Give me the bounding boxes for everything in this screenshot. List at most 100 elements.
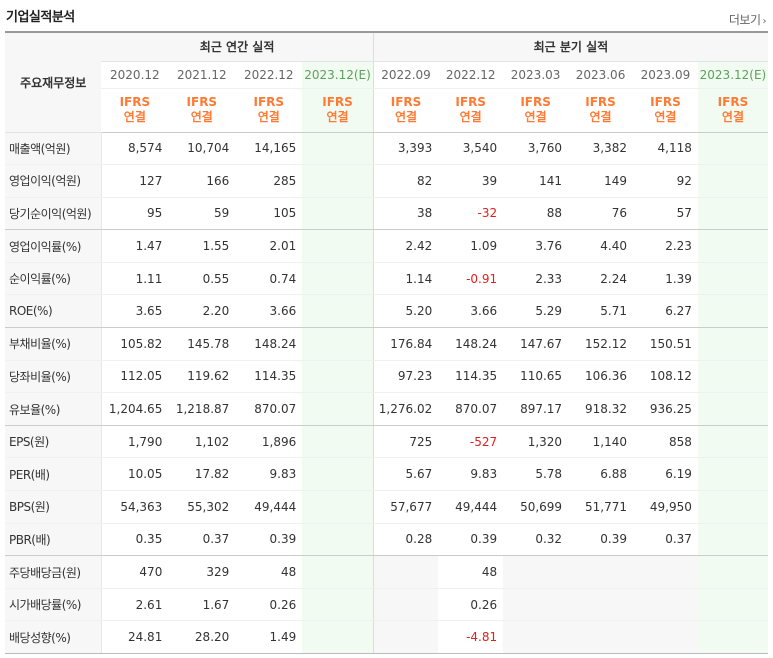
table-cell: 10,704 (168, 132, 236, 166)
ifrs-link[interactable]: IFRS 연결 (568, 88, 633, 133)
table-cell: 4.40 (568, 229, 633, 263)
table-cell: 82 (372, 164, 439, 198)
table-cell (503, 620, 569, 654)
row-label: 영업이익률(%) (5, 229, 102, 263)
chevron-right-icon: › (762, 16, 767, 27)
table-cell (697, 327, 768, 361)
table-cell: 329 (168, 555, 236, 589)
table-cell: 148.24 (235, 327, 303, 361)
table-cell: 0.74 (235, 262, 303, 296)
table-cell: 0.39 (438, 523, 504, 557)
table-row: ROE(%) 3.65 2.20 3.66 5.20 3.66 5.29 5.71 6.27 (5, 294, 768, 329)
table-cell: 150.51 (632, 327, 698, 361)
period-header: 2020.12 (101, 61, 169, 89)
table-cell: 57 (632, 197, 698, 231)
table-cell: 1,140 (568, 425, 633, 459)
table-cell (302, 588, 374, 622)
table-cell (302, 262, 374, 296)
table-cell: 1,276.02 (372, 392, 439, 426)
row-header-label: 주요재무정보 (5, 31, 102, 133)
consolidated-label: 연결 (589, 110, 612, 124)
row-label: 배당성향(%) (5, 620, 102, 654)
ifrs-link[interactable]: IFRS 연결 (438, 88, 504, 133)
table-cell (302, 132, 374, 166)
table-cell: 1,320 (503, 425, 569, 459)
period-header: 2022.12 (438, 61, 504, 89)
table-cell: 3,540 (438, 132, 504, 166)
table-cell: 92 (632, 164, 698, 198)
table-cell: 1.67 (168, 588, 236, 622)
annual-group-header: 최근 연간 실적 (101, 31, 374, 62)
ifrs-link[interactable]: IFRS 연결 (697, 88, 768, 133)
table-cell: 1.11 (101, 262, 169, 296)
table-cell: 50,699 (503, 490, 569, 524)
ifrs-link[interactable]: IFRS 연결 (632, 88, 698, 133)
period-header: 2023.12(E) (302, 61, 374, 89)
table-cell: 5.20 (372, 294, 439, 329)
table-cell: 24.81 (101, 620, 169, 654)
ifrs-link[interactable]: IFRS 연결 (168, 88, 236, 133)
table-cell: 147.67 (503, 327, 569, 361)
table-cell: 176.84 (372, 327, 439, 361)
table-cell: 148.24 (438, 327, 504, 361)
ifrs-label: IFRS (650, 95, 681, 109)
table-cell: 108.12 (632, 360, 698, 394)
ifrs-label: IFRS (520, 95, 551, 109)
table-row: 배당성향(%) 24.81 28.20 1.49 -4.81 (5, 620, 768, 654)
ifrs-link[interactable]: IFRS 연결 (302, 88, 374, 133)
table-cell (697, 620, 768, 654)
table-row: 매출액(억원) 8,574 10,704 14,165 3,393 3,540 3,760 3… (5, 132, 768, 166)
ifrs-label: IFRS (455, 95, 486, 109)
table-row: 영업이익률(%) 1.47 1.55 2.01 2.42 1.09 3.76 4.40 2.23 (5, 229, 768, 263)
table-cell: 2.33 (503, 262, 569, 296)
row-label: 시가배당률(%) (5, 588, 102, 622)
table-cell (302, 164, 374, 198)
table-cell: 9.83 (438, 457, 504, 492)
row-label: 유보율(%) (5, 392, 102, 426)
table-cell (697, 490, 768, 524)
row-label: 영업이익(억원) (5, 164, 102, 198)
table-cell: 5.78 (503, 457, 569, 492)
table-cell (697, 425, 768, 459)
table-row: 영업이익(억원) 127 166 285 82 39 141 149 92 (5, 164, 768, 198)
table-cell: 870.07 (235, 392, 303, 426)
ifrs-link[interactable]: IFRS 연결 (372, 88, 439, 133)
table-cell (568, 588, 633, 622)
table-cell (697, 132, 768, 166)
table-cell: 1.47 (101, 229, 169, 263)
row-label: EPS(원) (5, 425, 102, 459)
table-row: 부채비율(%) 105.82 145.78 148.24 176.84 148.24 147… (5, 327, 768, 361)
table-cell: 127 (101, 164, 169, 198)
section-title: 기업실적분석 (6, 10, 75, 25)
table-cell (372, 588, 439, 622)
table-cell: 0.26 (438, 588, 504, 622)
table-cell: 88 (503, 197, 569, 231)
ifrs-link[interactable]: IFRS 연결 (235, 88, 303, 133)
table-cell: 1.49 (235, 620, 303, 654)
table-cell (697, 457, 768, 492)
table-cell: 1,896 (235, 425, 303, 459)
table-cell: 5.29 (503, 294, 569, 329)
table-cell (302, 523, 374, 557)
more-link[interactable]: 더보기 › (729, 11, 767, 28)
period-header: 2023.03 (503, 61, 569, 89)
ifrs-link[interactable]: IFRS 연결 (503, 88, 569, 133)
table-cell (632, 588, 698, 622)
ifrs-link[interactable]: IFRS 연결 (101, 88, 169, 133)
ifrs-label: IFRS (119, 95, 151, 109)
table-cell: 166 (168, 164, 236, 198)
financial-table: 주요재무정보 최근 연간 실적 최근 분기 실적 2020.12 2021.12 2… (5, 31, 768, 654)
period-header: 2022.12 (235, 61, 303, 89)
table-cell: 936.25 (632, 392, 698, 426)
period-header: 2021.12 (168, 61, 236, 89)
table-cell: 0.39 (568, 523, 633, 557)
table-cell: 48 (235, 555, 303, 589)
consolidated-label: 연결 (721, 110, 744, 124)
table-cell: 5.67 (372, 457, 439, 492)
table-cell (302, 360, 374, 394)
table-cell: 918.32 (568, 392, 633, 426)
table-cell: 0.28 (372, 523, 439, 557)
table-cell (568, 555, 633, 589)
ifrs-label: IFRS (717, 95, 749, 109)
table-cell (302, 425, 374, 459)
